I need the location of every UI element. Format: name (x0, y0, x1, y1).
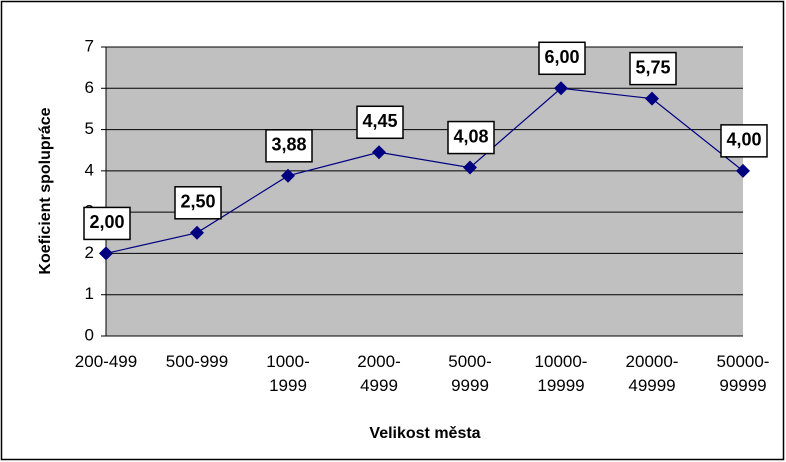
marker (372, 145, 386, 160)
value-label: 5,75 (635, 57, 670, 77)
y-tick-label: 1 (85, 284, 94, 303)
y-tick-label: 4 (85, 160, 94, 179)
x-tick-label: 5000-9999 (448, 352, 491, 395)
value-label: 4,00 (726, 130, 761, 150)
marker (645, 91, 659, 106)
marker (190, 225, 204, 240)
x-tick-label: 200-499 (75, 352, 137, 371)
marker (281, 168, 295, 183)
line (105, 87, 744, 255)
value-label-box (629, 51, 677, 86)
value-label-box (174, 186, 222, 220)
value-label-box (265, 129, 313, 163)
value-label: 4,08 (453, 126, 488, 146)
x-tick-label: 2000-4999 (357, 352, 400, 395)
y-tick-label: 5 (85, 119, 94, 138)
value-label-box (538, 41, 586, 76)
value-label: 6,00 (544, 47, 579, 67)
y-axis-title: Koeficient spolupráce (37, 107, 54, 274)
value-label: 2,50 (180, 192, 215, 212)
marker (463, 160, 477, 175)
y-tick-label: 6 (85, 78, 94, 97)
x-axis-title: Velikost města (369, 425, 480, 442)
value-label-box (83, 206, 131, 241)
value-label: 2,00 (89, 212, 124, 232)
y-tick-label: 0 (85, 325, 94, 344)
value-label: 4,45 (362, 111, 397, 131)
y-tick-label: 2 (85, 243, 94, 262)
value-label-box (447, 120, 495, 155)
marker (99, 246, 113, 261)
x-tick-label: 50000-99999 (717, 352, 770, 395)
value-label-box (356, 105, 404, 140)
marker (554, 81, 568, 96)
x-tick-label: 10000-19999 (535, 352, 588, 395)
y-tick-label: 7 (85, 36, 94, 55)
x-tick-label: 1000-1999 (266, 352, 309, 395)
marker (736, 163, 750, 178)
value-label: 3,88 (271, 135, 306, 155)
x-tick-label: 500-999 (166, 352, 228, 371)
x-tick-label: 20000-49999 (626, 352, 679, 395)
value-label-box (720, 124, 768, 158)
